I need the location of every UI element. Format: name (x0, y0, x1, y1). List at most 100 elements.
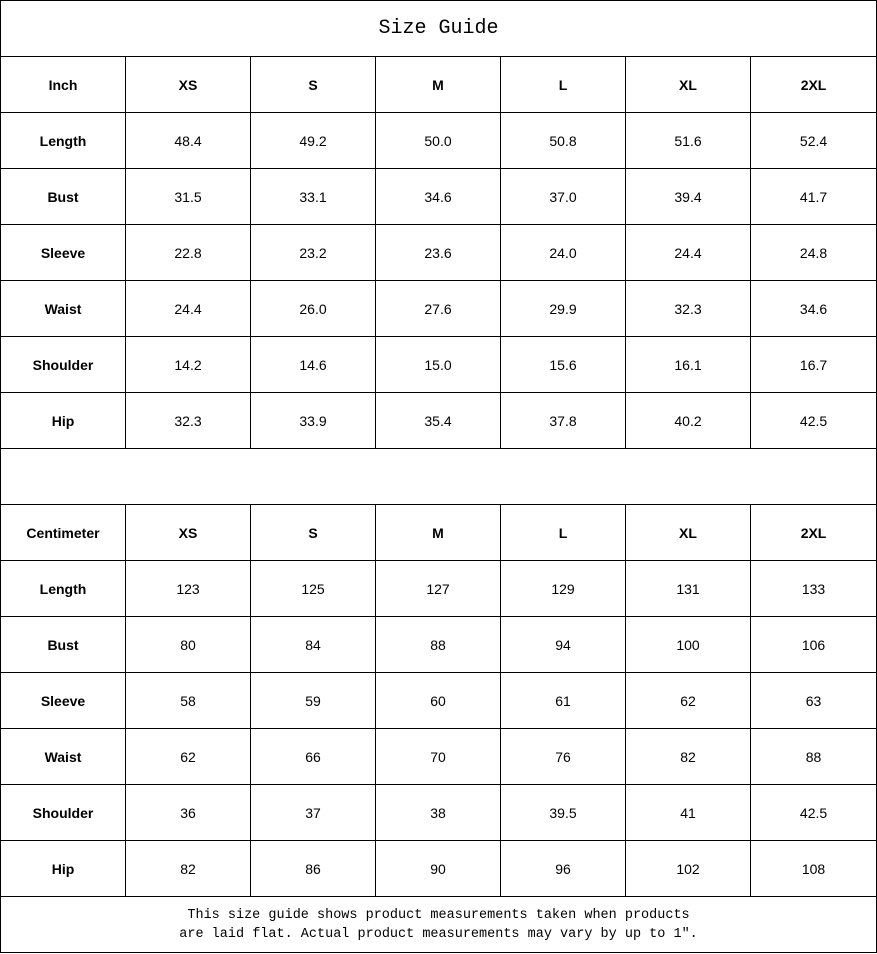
measurement-value: 42.5 (749, 392, 877, 449)
measurement-value: 86 (250, 840, 376, 897)
measurement-label: Bust (0, 616, 126, 673)
table-row: Sleeve 58 59 60 61 62 63 (0, 672, 877, 729)
table-row: Waist 24.4 26.0 27.6 29.9 32.3 34.6 (0, 280, 877, 337)
measurement-value: 16.1 (625, 336, 751, 393)
measurement-value: 38 (375, 784, 501, 841)
measurement-label: Sleeve (0, 224, 126, 281)
measurement-value: 15.6 (500, 336, 626, 393)
measurement-value: 131 (625, 560, 751, 617)
measurement-value: 84 (250, 616, 376, 673)
size-header: S (250, 56, 376, 113)
table-row: Bust 80 84 88 94 100 106 (0, 616, 877, 673)
table-row: Shoulder 14.2 14.6 15.0 15.6 16.1 16.7 (0, 336, 877, 393)
measurement-value: 37 (250, 784, 376, 841)
measurement-value: 62 (625, 672, 751, 729)
measurement-value: 61 (500, 672, 626, 729)
size-header: XL (625, 56, 751, 113)
measurement-value: 24.0 (500, 224, 626, 281)
measurement-value: 133 (749, 560, 877, 617)
measurement-value: 24.8 (749, 224, 877, 281)
measurement-value: 29.9 (500, 280, 626, 337)
measurement-value: 50.8 (500, 112, 626, 169)
size-header: XS (125, 504, 251, 561)
size-header: XL (625, 504, 751, 561)
measurement-value: 41.7 (749, 168, 877, 225)
size-header: 2XL (749, 56, 877, 113)
measurement-value: 96 (500, 840, 626, 897)
measurement-value: 76 (500, 728, 626, 785)
measurement-value: 37.0 (500, 168, 626, 225)
measurement-label: Hip (0, 840, 126, 897)
measurement-value: 123 (125, 560, 251, 617)
measurement-value: 58 (125, 672, 251, 729)
measurement-label: Shoulder (0, 336, 126, 393)
table-row: Length 48.4 49.2 50.0 50.8 51.6 52.4 (0, 112, 877, 169)
measurement-value: 66 (250, 728, 376, 785)
measurement-value: 42.5 (749, 784, 877, 841)
measurement-value: 35.4 (375, 392, 501, 449)
measurement-value: 70 (375, 728, 501, 785)
inch-header-row: Inch XS S M L XL 2XL (0, 56, 877, 113)
measurement-value: 88 (749, 728, 877, 785)
measurement-value: 62 (125, 728, 251, 785)
measurement-value: 34.6 (749, 280, 877, 337)
measurement-value: 41 (625, 784, 751, 841)
size-header: M (375, 504, 501, 561)
unit-header: Inch (0, 56, 126, 113)
measurement-value: 40.2 (625, 392, 751, 449)
size-header: L (500, 504, 626, 561)
size-note: This size guide shows product measuremen… (0, 896, 877, 953)
table-row: Bust 31.5 33.1 34.6 37.0 39.4 41.7 (0, 168, 877, 225)
note-line-2: are laid flat. Actual product measuremen… (179, 926, 698, 942)
unit-header: Centimeter (0, 504, 126, 561)
measurement-value: 108 (749, 840, 877, 897)
measurement-value: 100 (625, 616, 751, 673)
cm-header-row: Centimeter XS S M L XL 2XL (0, 504, 877, 561)
measurement-value: 24.4 (625, 224, 751, 281)
measurement-value: 94 (500, 616, 626, 673)
section-spacer (0, 448, 877, 505)
measurement-value: 48.4 (125, 112, 251, 169)
size-header: L (500, 56, 626, 113)
measurement-value: 80 (125, 616, 251, 673)
measurement-value: 106 (749, 616, 877, 673)
measurement-value: 59 (250, 672, 376, 729)
measurement-value: 33.9 (250, 392, 376, 449)
measurement-value: 127 (375, 560, 501, 617)
size-header: 2XL (749, 504, 877, 561)
measurement-value: 90 (375, 840, 501, 897)
table-row: Waist 62 66 70 76 82 88 (0, 728, 877, 785)
measurement-value: 14.2 (125, 336, 251, 393)
size-header: XS (125, 56, 251, 113)
measurement-value: 39.5 (500, 784, 626, 841)
size-header: S (250, 504, 376, 561)
measurement-value: 15.0 (375, 336, 501, 393)
measurement-value: 88 (375, 616, 501, 673)
measurement-label: Length (0, 112, 126, 169)
measurement-label: Hip (0, 392, 126, 449)
measurement-value: 31.5 (125, 168, 251, 225)
measurement-label: Shoulder (0, 784, 126, 841)
measurement-label: Waist (0, 280, 126, 337)
table-row: Hip 82 86 90 96 102 108 (0, 840, 877, 897)
measurement-value: 14.6 (250, 336, 376, 393)
size-header: M (375, 56, 501, 113)
measurement-value: 23.6 (375, 224, 501, 281)
table-row: Shoulder 36 37 38 39.5 41 42.5 (0, 784, 877, 841)
measurement-label: Bust (0, 168, 126, 225)
measurement-value: 52.4 (749, 112, 877, 169)
table-row: Hip 32.3 33.9 35.4 37.8 40.2 42.5 (0, 392, 877, 449)
measurement-value: 36 (125, 784, 251, 841)
measurement-value: 27.6 (375, 280, 501, 337)
measurement-value: 125 (250, 560, 376, 617)
measurement-value: 49.2 (250, 112, 376, 169)
measurement-value: 26.0 (250, 280, 376, 337)
measurement-value: 34.6 (375, 168, 501, 225)
measurement-value: 24.4 (125, 280, 251, 337)
measurement-value: 33.1 (250, 168, 376, 225)
note-line-1: This size guide shows product measuremen… (187, 907, 690, 923)
measurement-value: 32.3 (625, 280, 751, 337)
measurement-value: 37.8 (500, 392, 626, 449)
measurement-value: 32.3 (125, 392, 251, 449)
